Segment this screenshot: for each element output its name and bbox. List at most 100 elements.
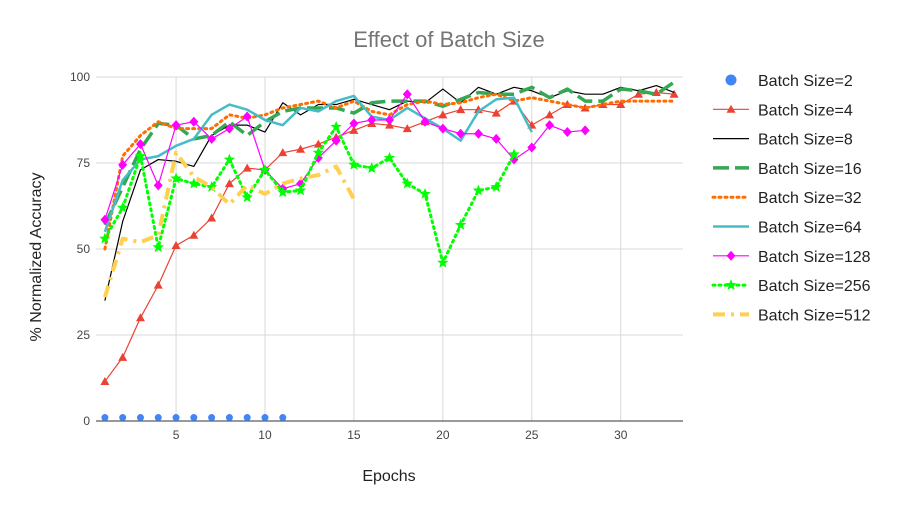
legend-label: Batch Size=512 — [758, 307, 871, 324]
y-tick-label: 50 — [77, 242, 91, 256]
data-point — [118, 159, 128, 170]
legend-item: Batch Size=32 — [711, 190, 862, 207]
data-point — [119, 414, 127, 422]
data-point — [438, 123, 448, 134]
series-line — [102, 150, 356, 298]
data-point — [401, 177, 413, 189]
data-point — [259, 163, 271, 175]
series-line — [104, 91, 675, 382]
legend-label: Batch Size=32 — [758, 190, 862, 207]
data-point — [330, 120, 342, 132]
data-point — [490, 181, 502, 192]
data-point — [296, 144, 306, 153]
data-point — [188, 177, 200, 189]
series — [104, 84, 675, 301]
y-tick-label: 0 — [83, 414, 90, 428]
data-point — [456, 128, 466, 139]
data-point — [438, 110, 448, 119]
x-tick-label: 25 — [525, 428, 539, 442]
data-point — [562, 127, 572, 138]
y-tick-label: 75 — [77, 156, 91, 170]
data-point — [153, 180, 163, 191]
data-point — [491, 108, 501, 117]
legend-item: Batch Size=4 — [713, 102, 853, 119]
data-point — [153, 280, 163, 289]
legend-item: Batch Size=2 — [725, 73, 853, 90]
data-point — [277, 186, 289, 198]
series — [100, 89, 590, 225]
data-point — [189, 230, 199, 239]
data-point — [154, 414, 162, 422]
data-point — [171, 241, 181, 250]
series — [103, 94, 533, 233]
series-line — [103, 125, 516, 265]
data-point — [242, 111, 252, 122]
legend-item: Batch Size=16 — [713, 161, 862, 178]
data-point — [207, 133, 217, 144]
y-tick-label: 25 — [77, 328, 91, 342]
legend-item: Batch Size=256 — [711, 278, 871, 295]
data-point — [472, 184, 485, 196]
data-point — [189, 116, 199, 127]
data-point — [473, 128, 483, 139]
legend-label: Batch Size=16 — [758, 161, 862, 178]
data-point — [545, 120, 555, 131]
series — [99, 120, 520, 268]
x-tick-label: 30 — [614, 428, 628, 442]
data-point — [402, 89, 412, 100]
y-axis-label: % Normalized Accuracy — [28, 173, 45, 342]
legend-item: Batch Size=64 — [713, 220, 862, 237]
data-point — [170, 172, 182, 184]
data-point — [385, 115, 394, 125]
data-point — [99, 232, 111, 244]
data-point — [312, 146, 325, 158]
data-point — [669, 89, 679, 98]
data-point — [223, 153, 236, 165]
series-line — [103, 80, 676, 226]
y-tick-label: 100 — [70, 70, 90, 84]
data-point — [348, 158, 360, 170]
series-line — [104, 84, 675, 301]
data-point — [402, 124, 412, 133]
data-point — [580, 125, 590, 136]
data-point — [118, 352, 128, 361]
data-point — [726, 250, 736, 261]
x-tick-label: 20 — [436, 428, 450, 442]
legend: Batch Size=2 Batch Size=4 Batch Size=8 Batc… — [711, 73, 871, 324]
data-point — [135, 139, 145, 150]
data-point — [135, 313, 145, 322]
data-point — [241, 191, 253, 203]
data-point — [331, 135, 341, 146]
x-tick-label: 15 — [347, 428, 361, 442]
axes: 0 25 50 75 100 5 10 15 20 25 30 — [70, 70, 683, 442]
data-point — [491, 133, 501, 144]
data-point — [224, 179, 234, 188]
data-point — [225, 414, 233, 422]
legend-label: Batch Size=128 — [758, 249, 871, 266]
data-point — [100, 376, 110, 385]
data-point — [383, 151, 396, 163]
series — [103, 92, 676, 251]
data-point — [367, 115, 377, 125]
data-point — [454, 218, 467, 230]
legend-label: Batch Size=2 — [758, 73, 853, 90]
chart-title: Effect of Batch Size — [353, 27, 545, 52]
data-point — [349, 125, 359, 134]
data-point — [349, 118, 359, 129]
data-point — [420, 116, 430, 127]
series-line — [103, 94, 533, 233]
data-point — [171, 120, 181, 131]
legend-label: Batch Size=256 — [758, 278, 871, 295]
x-tick-label: 10 — [258, 428, 272, 442]
data-point — [101, 414, 109, 422]
x-axis-label: Epochs — [362, 468, 415, 485]
series — [102, 150, 356, 298]
legend-label: Batch Size=64 — [758, 220, 862, 237]
legend-item: Batch Size=128 — [713, 249, 871, 266]
data-point — [152, 241, 164, 253]
legend-label: Batch Size=8 — [758, 132, 853, 149]
data-point — [134, 150, 147, 161]
data-point — [508, 148, 520, 160]
data-point — [725, 279, 737, 290]
